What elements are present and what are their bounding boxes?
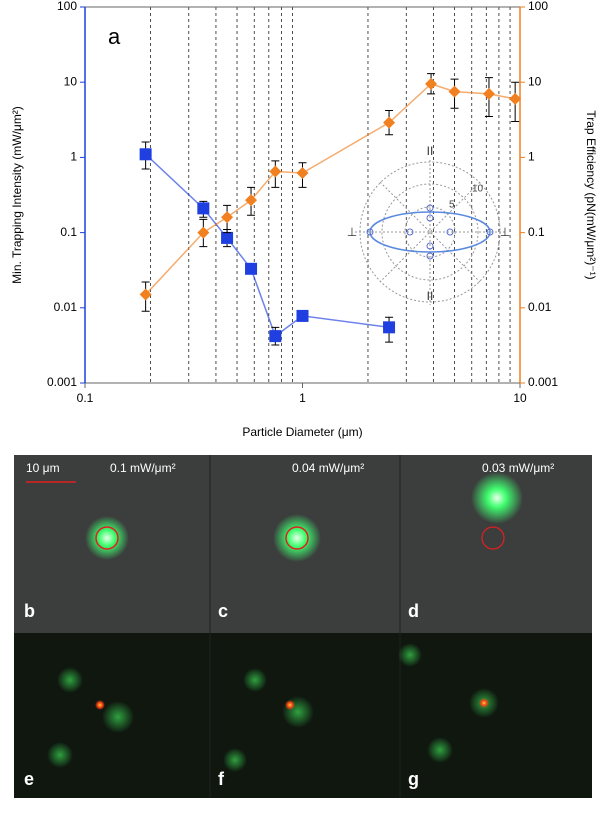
y2-tick-label: 0.01 xyxy=(528,300,552,314)
y2-axis-label: Trap Efficiency (pN(mW/μm²)⁻¹) xyxy=(584,110,598,279)
panel-label: d xyxy=(408,601,419,621)
x-axis-label: Particle Diameter (μm) xyxy=(242,425,362,439)
y-tick-label: 100 xyxy=(57,0,77,13)
inset-label: ⊥ xyxy=(500,225,510,239)
marker xyxy=(221,231,234,244)
x-tick-label: 0.1 xyxy=(77,391,94,405)
y-tick-label: 0.01 xyxy=(54,300,78,314)
marker xyxy=(296,167,309,180)
panel-label: b xyxy=(24,601,35,621)
panel-label: g xyxy=(408,769,419,789)
inset-label: II xyxy=(427,289,434,303)
panel-label: e xyxy=(24,769,34,789)
marker xyxy=(448,85,461,98)
y-tick-label: 1 xyxy=(70,150,77,164)
y2-tick-label: 10 xyxy=(528,74,542,88)
y-tick-label: 0.1 xyxy=(60,225,77,239)
y-tick-label: 10 xyxy=(64,74,78,88)
y-tick-label: 0.001 xyxy=(47,375,77,389)
marker xyxy=(197,202,210,215)
marker xyxy=(245,262,258,275)
series-line xyxy=(145,83,516,296)
y-axis-label: Min. Trapping Intensity (mW/μm²) xyxy=(10,106,24,284)
marker xyxy=(269,330,282,343)
marker xyxy=(269,165,282,178)
marker xyxy=(221,211,234,224)
marker xyxy=(383,116,396,129)
marker xyxy=(245,194,258,207)
panel-label: f xyxy=(218,769,225,789)
inset-label: ⊥ xyxy=(347,225,357,239)
inset-label: 5 xyxy=(449,200,455,211)
x-tick-label: 1 xyxy=(299,391,306,405)
marker xyxy=(482,87,495,100)
scale-bar-label: 10 μm xyxy=(26,461,60,475)
y2-tick-label: 1 xyxy=(528,150,535,164)
marker xyxy=(425,77,438,90)
y2-tick-label: 0.001 xyxy=(528,375,558,389)
marker xyxy=(296,309,309,322)
inset xyxy=(355,160,505,305)
inset-label: 10 xyxy=(472,184,484,195)
panel-label: a xyxy=(108,24,121,49)
intensity-label: 0.03 mW/μm² xyxy=(482,461,554,475)
inset-label: II xyxy=(427,144,434,158)
y2-tick-label: 100 xyxy=(528,0,548,13)
micrographs xyxy=(14,455,592,798)
intensity-label: 0.1 mW/μm² xyxy=(110,461,176,475)
panel-label: c xyxy=(218,601,228,621)
x-tick-label: 10 xyxy=(513,391,527,405)
marker xyxy=(139,288,152,301)
marker xyxy=(383,321,396,334)
marker xyxy=(197,226,210,239)
intensity-label: 0.04 mW/μm² xyxy=(292,461,364,475)
y2-tick-label: 0.1 xyxy=(528,225,545,239)
chart: 0.1 1 100.0010.010.11101000.0010.010.11101… xyxy=(10,0,598,439)
marker xyxy=(509,92,522,105)
marker xyxy=(139,148,152,161)
